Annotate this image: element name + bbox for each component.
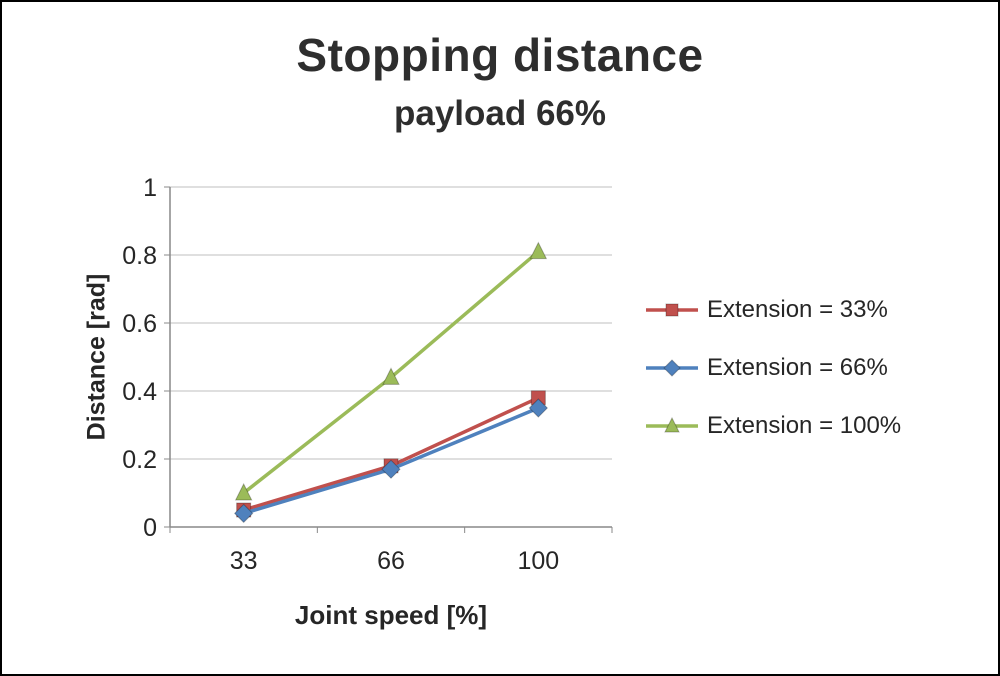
- marker-diamond: [381, 459, 401, 479]
- marker-diamond: [663, 359, 681, 377]
- marker-triangle: [382, 367, 400, 385]
- x-tick-label: 33: [230, 547, 258, 575]
- y-tick-label: 0.8: [122, 242, 157, 270]
- y-tick-label: 0.2: [122, 446, 157, 474]
- series-line: [243, 396, 540, 512]
- legend-item: Extension = 66%: [644, 354, 901, 382]
- series-square: [236, 390, 546, 518]
- legend-item: Extension = 100%: [644, 412, 901, 440]
- series-triangle: [234, 241, 548, 501]
- chart-title: Stopping distance: [296, 29, 704, 81]
- legend-key-diamond: [646, 359, 698, 377]
- y-tick-label: 0.6: [122, 310, 157, 338]
- x-tick-label: 66: [377, 547, 405, 575]
- series-diamond: [233, 398, 549, 524]
- y-tick-label: 1: [143, 177, 157, 202]
- marker-diamond: [528, 398, 549, 418]
- marker-triangle: [234, 482, 253, 501]
- legend-label: Extension = 100%: [707, 412, 902, 439]
- chart-subtitle: payload 66%: [393, 94, 607, 133]
- marker-diamond: [233, 503, 254, 524]
- y-tick-label: 0.4: [122, 378, 157, 406]
- legend-key-square: [646, 303, 698, 317]
- legend-label: Extension = 33%: [707, 296, 888, 323]
- legend: Extension = 33% Extension = 66% Extension …: [644, 296, 901, 440]
- legend-item: Extension = 33%: [644, 296, 901, 324]
- x-axis-title: Joint speed [%]: [294, 600, 488, 630]
- legend-key-triangle: [646, 416, 698, 433]
- marker-triangle: [664, 416, 680, 433]
- marker-triangle: [529, 241, 548, 260]
- legend-label: Extension = 66%: [707, 354, 888, 381]
- x-tick-label: 100: [517, 547, 559, 575]
- plot-area: 0 0.2 0.4 0.6 0.8 1 33 66 100: [122, 177, 613, 575]
- y-tick-label: 0: [143, 514, 157, 542]
- marker-square: [665, 303, 679, 317]
